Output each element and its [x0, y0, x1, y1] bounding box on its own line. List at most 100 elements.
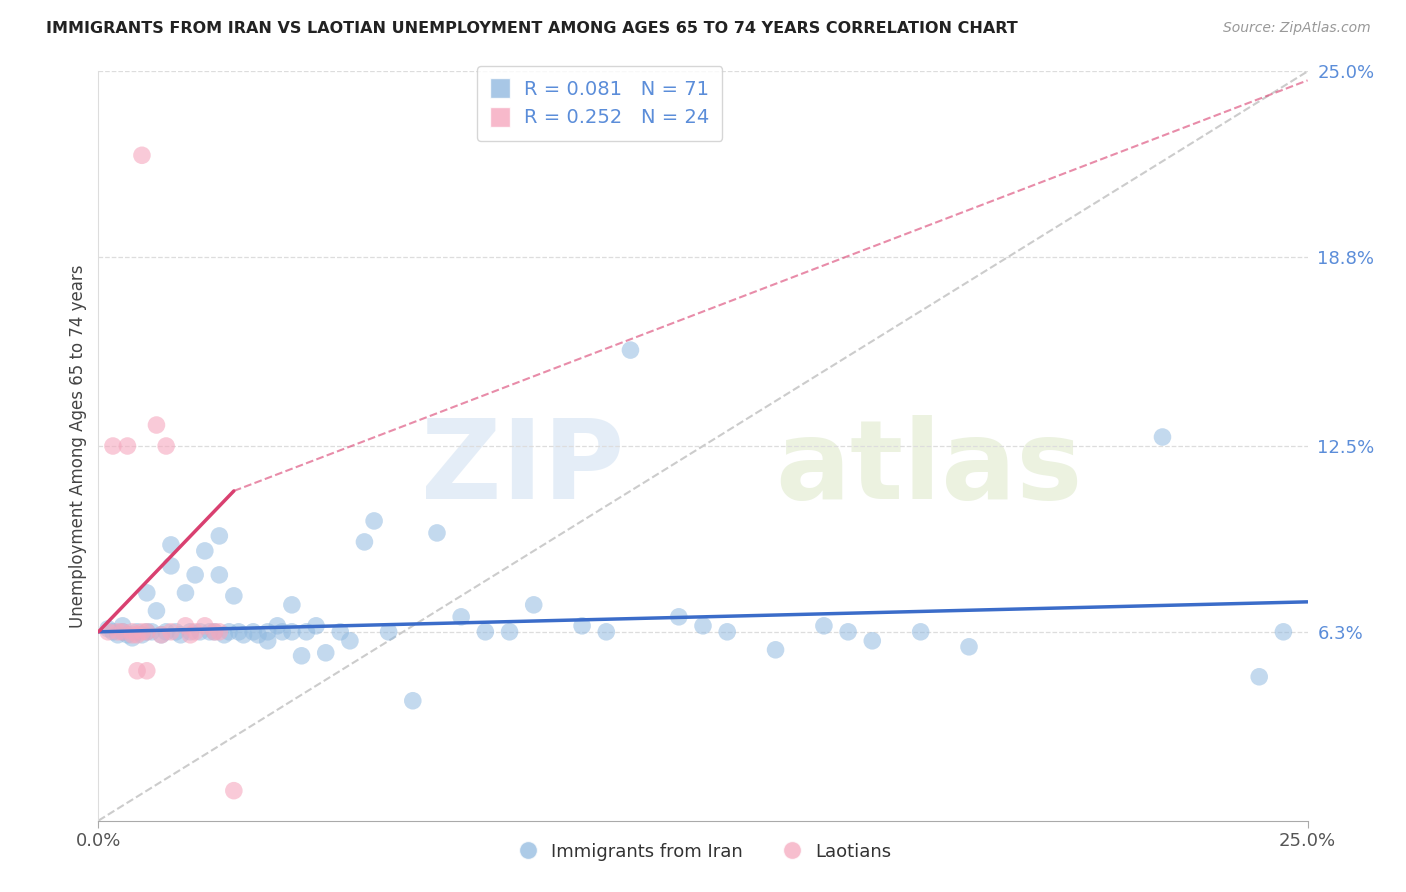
Point: [474, 624, 496, 639]
Point: [107, 628, 129, 642]
Point: [290, 648, 312, 663]
Point: [184, 567, 207, 582]
Point: [377, 624, 399, 639]
Point: [131, 624, 153, 639]
Point: [135, 586, 157, 600]
Point: [127, 664, 149, 678]
Point: [1152, 430, 1174, 444]
Point: [426, 525, 449, 540]
Point: [198, 624, 221, 639]
Point: [957, 640, 980, 654]
Point: [204, 624, 226, 639]
Point: [107, 624, 129, 639]
Point: [295, 624, 318, 639]
Legend: Immigrants from Iran, Laotians: Immigrants from Iran, Laotians: [508, 836, 898, 868]
Point: [150, 628, 173, 642]
Point: [329, 624, 352, 639]
Point: [910, 624, 932, 639]
Point: [131, 628, 153, 642]
Point: [179, 624, 201, 639]
Point: [174, 619, 197, 633]
Point: [228, 624, 250, 639]
Point: [155, 439, 177, 453]
Point: [208, 624, 231, 639]
Point: [97, 622, 120, 636]
Point: [111, 619, 134, 633]
Point: [595, 624, 617, 639]
Point: [165, 624, 187, 639]
Point: [281, 598, 304, 612]
Point: [135, 624, 157, 639]
Point: [97, 624, 120, 639]
Point: [160, 538, 183, 552]
Point: [127, 628, 149, 642]
Point: [363, 514, 385, 528]
Point: [860, 633, 883, 648]
Point: [160, 558, 183, 573]
Point: [218, 624, 240, 639]
Point: [1272, 624, 1295, 639]
Point: [127, 624, 149, 639]
Point: [222, 783, 245, 797]
Point: [339, 633, 361, 648]
Point: [668, 610, 690, 624]
Point: [188, 624, 211, 639]
Point: [212, 628, 235, 642]
Point: [160, 624, 183, 639]
Point: [179, 628, 201, 642]
Point: [765, 642, 787, 657]
Point: [305, 619, 328, 633]
Point: [150, 628, 173, 642]
Point: [131, 148, 153, 162]
Point: [498, 624, 520, 639]
Text: IMMIGRANTS FROM IRAN VS LAOTIAN UNEMPLOYMENT AMONG AGES 65 TO 74 YEARS CORRELATI: IMMIGRANTS FROM IRAN VS LAOTIAN UNEMPLOY…: [46, 21, 1018, 36]
Point: [813, 619, 835, 633]
Point: [692, 619, 714, 633]
Text: ZIP: ZIP: [420, 415, 624, 522]
Point: [111, 624, 134, 639]
Point: [315, 646, 337, 660]
Point: [135, 624, 157, 639]
Point: [208, 529, 231, 543]
Point: [101, 624, 124, 639]
Point: [716, 624, 738, 639]
Point: [101, 439, 124, 453]
Point: [256, 624, 278, 639]
Point: [402, 694, 425, 708]
Point: [281, 624, 304, 639]
Point: [121, 624, 143, 639]
Point: [121, 628, 143, 642]
Point: [121, 631, 143, 645]
Point: [184, 624, 207, 639]
Point: [523, 598, 546, 612]
Point: [222, 589, 245, 603]
Point: [194, 544, 217, 558]
Point: [247, 628, 270, 642]
Point: [353, 535, 375, 549]
Point: [204, 624, 226, 639]
Point: [155, 624, 177, 639]
Point: [135, 664, 157, 678]
Point: [141, 624, 163, 639]
Point: [837, 624, 859, 639]
Point: [208, 567, 231, 582]
Point: [117, 628, 139, 642]
Point: [242, 624, 264, 639]
Point: [1249, 670, 1271, 684]
Point: [111, 624, 134, 639]
Point: [450, 610, 472, 624]
Point: [194, 619, 217, 633]
Point: [174, 586, 197, 600]
Point: [169, 628, 191, 642]
Point: [232, 628, 254, 642]
Point: [571, 619, 593, 633]
Text: Source: ZipAtlas.com: Source: ZipAtlas.com: [1223, 21, 1371, 35]
Point: [271, 624, 294, 639]
Point: [266, 619, 288, 633]
Point: [256, 633, 278, 648]
Y-axis label: Unemployment Among Ages 65 to 74 years: Unemployment Among Ages 65 to 74 years: [69, 264, 87, 628]
Text: atlas: atlas: [776, 415, 1083, 522]
Point: [117, 439, 139, 453]
Point: [619, 343, 641, 357]
Point: [145, 417, 167, 432]
